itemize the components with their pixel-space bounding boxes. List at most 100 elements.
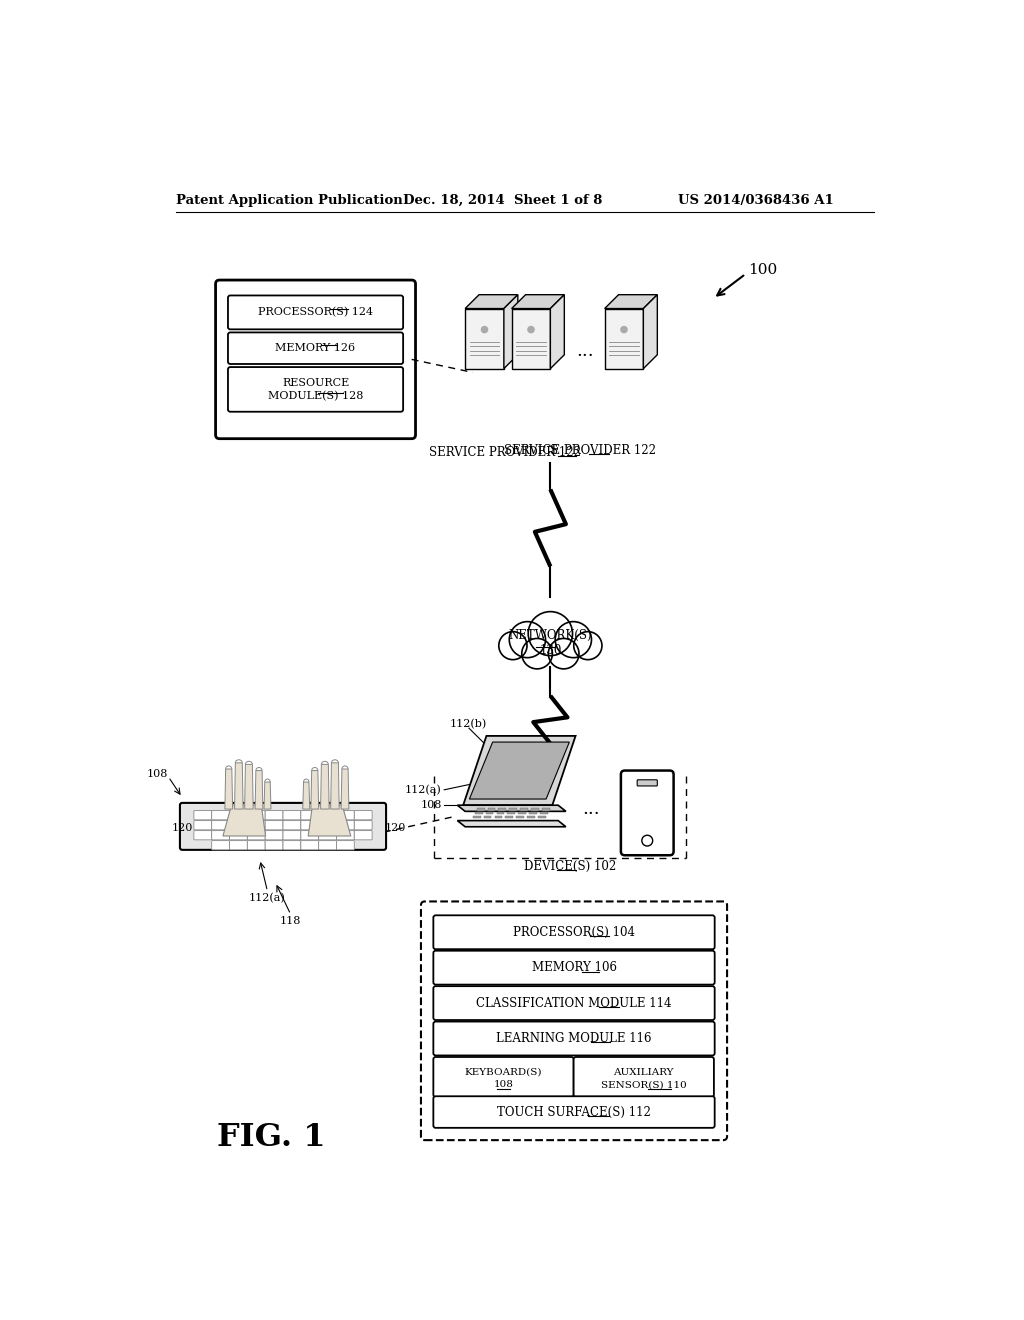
Text: SENSOR(S) 110: SENSOR(S) 110 <box>601 1080 687 1089</box>
Polygon shape <box>527 816 535 818</box>
FancyBboxPatch shape <box>212 810 229 820</box>
FancyBboxPatch shape <box>433 986 715 1020</box>
Text: TOUCH SURFACE(S) 112: TOUCH SURFACE(S) 112 <box>497 1106 651 1118</box>
FancyBboxPatch shape <box>318 830 337 840</box>
FancyBboxPatch shape <box>354 830 372 840</box>
FancyBboxPatch shape <box>194 810 212 820</box>
FancyBboxPatch shape <box>194 821 212 830</box>
FancyBboxPatch shape <box>621 771 674 855</box>
Polygon shape <box>538 816 546 818</box>
FancyBboxPatch shape <box>229 830 248 840</box>
Circle shape <box>573 632 602 660</box>
FancyBboxPatch shape <box>212 821 229 830</box>
Polygon shape <box>485 812 494 814</box>
Polygon shape <box>303 781 309 809</box>
Polygon shape <box>520 808 528 810</box>
FancyBboxPatch shape <box>318 821 337 830</box>
FancyBboxPatch shape <box>637 780 657 785</box>
FancyBboxPatch shape <box>265 821 283 830</box>
Polygon shape <box>234 763 243 809</box>
Polygon shape <box>540 812 548 814</box>
Polygon shape <box>487 808 496 810</box>
Polygon shape <box>512 294 564 309</box>
FancyBboxPatch shape <box>433 1057 573 1097</box>
FancyBboxPatch shape <box>229 841 248 850</box>
Polygon shape <box>475 812 482 814</box>
FancyBboxPatch shape <box>337 810 354 820</box>
FancyBboxPatch shape <box>265 830 283 840</box>
Polygon shape <box>529 812 537 814</box>
FancyBboxPatch shape <box>283 830 301 840</box>
Text: SERVICE PROVIDER 122: SERVICE PROVIDER 122 <box>504 445 656 458</box>
Polygon shape <box>509 808 517 810</box>
Text: CLASSIFICATION MODULE 114: CLASSIFICATION MODULE 114 <box>476 997 672 1010</box>
FancyBboxPatch shape <box>248 821 265 830</box>
Text: 108: 108 <box>421 800 442 810</box>
FancyBboxPatch shape <box>301 821 318 830</box>
Circle shape <box>621 326 627 333</box>
Text: LEARNING MODULE 116: LEARNING MODULE 116 <box>497 1032 651 1045</box>
FancyBboxPatch shape <box>194 830 212 840</box>
Text: PROCESSOR(S) 104: PROCESSOR(S) 104 <box>513 925 635 939</box>
Text: PROCESSOR(S) 124: PROCESSOR(S) 124 <box>258 308 373 318</box>
FancyBboxPatch shape <box>318 810 337 820</box>
Circle shape <box>481 326 487 333</box>
Polygon shape <box>643 294 657 368</box>
FancyBboxPatch shape <box>265 841 283 850</box>
Text: Dec. 18, 2014  Sheet 1 of 8: Dec. 18, 2014 Sheet 1 of 8 <box>403 194 602 207</box>
Polygon shape <box>469 742 569 799</box>
Text: 112(b): 112(b) <box>450 719 486 730</box>
Polygon shape <box>506 816 513 818</box>
FancyBboxPatch shape <box>433 950 715 985</box>
FancyBboxPatch shape <box>573 1057 714 1097</box>
Polygon shape <box>255 771 263 809</box>
FancyBboxPatch shape <box>283 841 301 850</box>
Text: KEYBOARD(S): KEYBOARD(S) <box>465 1068 543 1077</box>
Polygon shape <box>604 294 657 309</box>
FancyBboxPatch shape <box>283 821 301 830</box>
FancyBboxPatch shape <box>301 841 318 850</box>
Text: NETWORK(S): NETWORK(S) <box>509 630 592 643</box>
FancyBboxPatch shape <box>433 1096 715 1127</box>
FancyBboxPatch shape <box>421 902 727 1140</box>
FancyBboxPatch shape <box>265 810 283 820</box>
Text: 120: 120 <box>172 824 193 833</box>
Polygon shape <box>465 294 518 309</box>
Polygon shape <box>483 816 492 818</box>
FancyBboxPatch shape <box>337 841 354 850</box>
Text: 118: 118 <box>280 916 301 925</box>
Text: ...: ... <box>583 800 600 818</box>
FancyBboxPatch shape <box>354 810 372 820</box>
Text: 130: 130 <box>540 644 561 657</box>
FancyBboxPatch shape <box>229 810 248 820</box>
FancyBboxPatch shape <box>229 821 248 830</box>
Polygon shape <box>465 309 504 368</box>
Text: ...: ... <box>577 342 594 360</box>
FancyBboxPatch shape <box>228 333 403 364</box>
Text: DEVICE(S) 102: DEVICE(S) 102 <box>523 861 615 874</box>
Text: AUXILIARY: AUXILIARY <box>613 1068 674 1077</box>
FancyBboxPatch shape <box>212 841 229 850</box>
Polygon shape <box>477 808 484 810</box>
Polygon shape <box>245 764 253 809</box>
FancyBboxPatch shape <box>337 821 354 830</box>
Circle shape <box>522 639 552 669</box>
FancyBboxPatch shape <box>301 810 318 820</box>
Polygon shape <box>512 309 550 368</box>
Circle shape <box>499 632 527 660</box>
Circle shape <box>528 326 535 333</box>
Polygon shape <box>458 821 566 826</box>
Polygon shape <box>308 805 351 836</box>
Circle shape <box>549 639 579 669</box>
Text: 100: 100 <box>748 263 777 277</box>
Text: 108: 108 <box>146 770 168 779</box>
FancyBboxPatch shape <box>354 821 372 830</box>
Polygon shape <box>550 294 564 368</box>
FancyBboxPatch shape <box>433 1022 715 1056</box>
Polygon shape <box>473 816 480 818</box>
Polygon shape <box>495 816 503 818</box>
Polygon shape <box>497 812 504 814</box>
Text: Patent Application Publication: Patent Application Publication <box>176 194 402 207</box>
Circle shape <box>528 611 572 656</box>
Polygon shape <box>604 309 643 368</box>
